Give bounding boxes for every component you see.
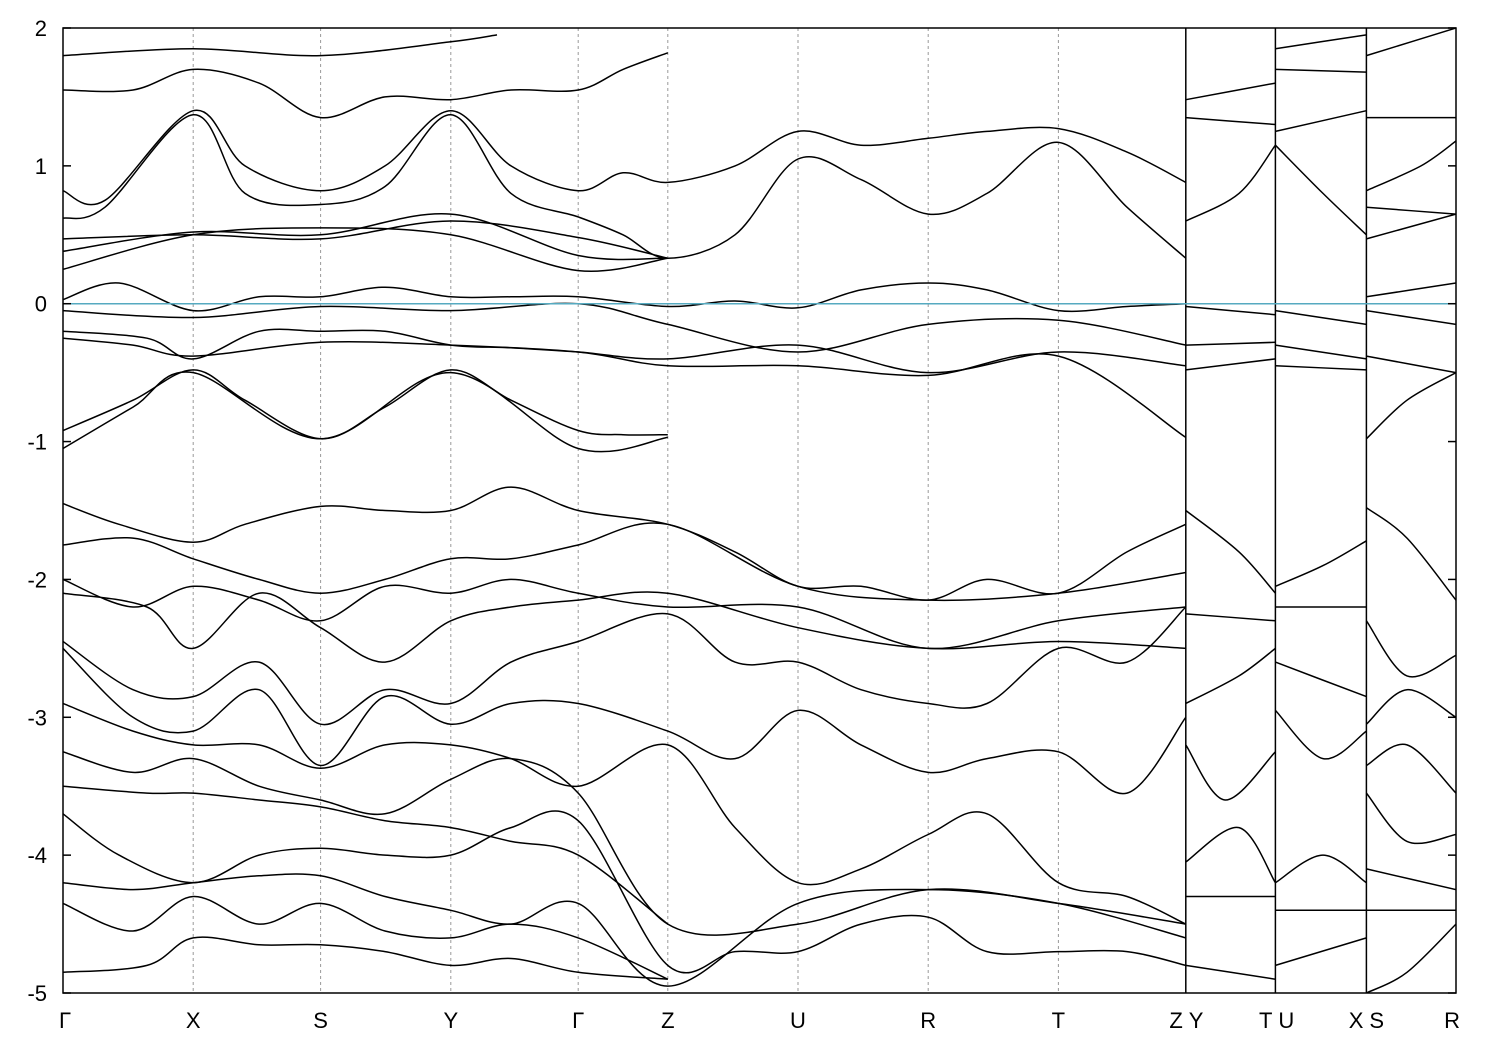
band-49 bbox=[1274, 709, 1367, 760]
x-tick-label-11: T bbox=[1259, 1008, 1272, 1033]
x-tick-label-5: Z bbox=[661, 1008, 674, 1033]
band-13 bbox=[63, 486, 1187, 601]
band-36 bbox=[1185, 826, 1277, 884]
band-21 bbox=[63, 785, 669, 925]
band-35 bbox=[1185, 744, 1276, 801]
x-tick-label-0: Γ bbox=[59, 1008, 71, 1033]
x-tick-label-10: Y bbox=[1189, 1008, 1204, 1033]
band-7 bbox=[63, 282, 1186, 313]
band-60 bbox=[1366, 355, 1456, 374]
band-23 bbox=[63, 873, 1186, 987]
x-tick-label-6: U bbox=[790, 1008, 806, 1033]
band-31 bbox=[1185, 358, 1276, 371]
band-39 bbox=[1275, 34, 1367, 50]
y-tick-label-0: 2 bbox=[35, 16, 47, 41]
band-11 bbox=[63, 369, 668, 440]
band-10 bbox=[63, 337, 1187, 439]
band-48 bbox=[1275, 661, 1367, 698]
band-6 bbox=[63, 227, 668, 273]
band-9 bbox=[63, 328, 1186, 374]
band-50 bbox=[1275, 854, 1367, 884]
band-5 bbox=[63, 212, 668, 261]
band-59 bbox=[1366, 309, 1456, 326]
band-22 bbox=[63, 810, 1186, 974]
y-tick-label-7: -5 bbox=[27, 981, 47, 1006]
band-17 bbox=[63, 606, 1187, 726]
band-1 bbox=[63, 52, 669, 119]
y-tick-label-1: 1 bbox=[35, 154, 47, 179]
band-38 bbox=[1185, 964, 1276, 980]
band-61 bbox=[1365, 371, 1456, 440]
band-42 bbox=[1274, 144, 1367, 236]
band-41 bbox=[1275, 109, 1367, 133]
x-tick-label-13: X bbox=[1349, 1008, 1364, 1033]
band-46 bbox=[1275, 540, 1367, 587]
y-tick-label-4: -2 bbox=[27, 567, 47, 592]
band-58 bbox=[1366, 282, 1456, 298]
band-67 bbox=[1366, 868, 1456, 891]
band-53 bbox=[1366, 28, 1456, 57]
band-26 bbox=[1185, 82, 1276, 101]
x-tick-label-8: T bbox=[1052, 1008, 1065, 1033]
y-tick-label-5: -3 bbox=[27, 705, 47, 730]
y-tick-label-6: -4 bbox=[27, 843, 47, 868]
y-tick-label-2: 0 bbox=[35, 292, 47, 317]
y-tick-label-3: -1 bbox=[27, 430, 47, 455]
band-4 bbox=[63, 220, 668, 259]
band-43 bbox=[1275, 309, 1367, 326]
band-66 bbox=[1365, 792, 1456, 845]
band-64 bbox=[1365, 688, 1456, 725]
band-65 bbox=[1366, 743, 1456, 794]
band-0 bbox=[63, 34, 498, 57]
band-56 bbox=[1366, 206, 1456, 215]
kpoint-gridlines bbox=[192, 28, 1368, 993]
band-20 bbox=[63, 751, 1186, 936]
band-44 bbox=[1275, 344, 1367, 360]
band-24 bbox=[63, 895, 669, 980]
band-62 bbox=[1365, 507, 1456, 601]
x-tick-label-3: Y bbox=[443, 1008, 458, 1033]
band-16 bbox=[63, 591, 1186, 663]
band-8 bbox=[63, 302, 1186, 353]
plot-frame bbox=[62, 27, 1457, 994]
band-30 bbox=[1185, 341, 1276, 346]
band-52 bbox=[1275, 937, 1367, 967]
band-34 bbox=[1185, 647, 1276, 705]
x-tick-label-7: R bbox=[920, 1008, 936, 1033]
x-tick-label-14: S bbox=[1369, 1008, 1384, 1033]
x-tick-label-9: Z bbox=[1169, 1008, 1182, 1033]
band-69 bbox=[1366, 923, 1456, 993]
band-14 bbox=[63, 522, 1186, 602]
band-33 bbox=[1185, 613, 1276, 622]
band-3 bbox=[63, 114, 1187, 259]
band-27 bbox=[1185, 116, 1276, 126]
band-lines bbox=[63, 28, 1456, 993]
band-2 bbox=[63, 109, 1187, 206]
x-tick-label-12: U bbox=[1278, 1008, 1294, 1033]
band-63 bbox=[1365, 620, 1456, 678]
x-tick-label-4: Γ bbox=[572, 1008, 584, 1033]
band-19 bbox=[63, 702, 1187, 925]
band-29 bbox=[1185, 305, 1276, 316]
band-40 bbox=[1275, 68, 1367, 73]
x-tick-label-1: X bbox=[186, 1008, 201, 1033]
band-12 bbox=[63, 371, 668, 453]
x-tick-label-2: S bbox=[313, 1008, 328, 1033]
x-tick-label-15: R bbox=[1444, 1008, 1460, 1033]
band-57 bbox=[1366, 213, 1456, 240]
band-45 bbox=[1275, 365, 1367, 371]
band-18 bbox=[63, 647, 1187, 795]
band-28 bbox=[1185, 144, 1276, 222]
band-55 bbox=[1366, 140, 1456, 192]
y-axis-ticks: 2 1 0 -1 -2 -3 -4 -5 bbox=[27, 16, 1456, 1006]
band-25 bbox=[63, 936, 668, 980]
band-32 bbox=[1185, 509, 1276, 594]
